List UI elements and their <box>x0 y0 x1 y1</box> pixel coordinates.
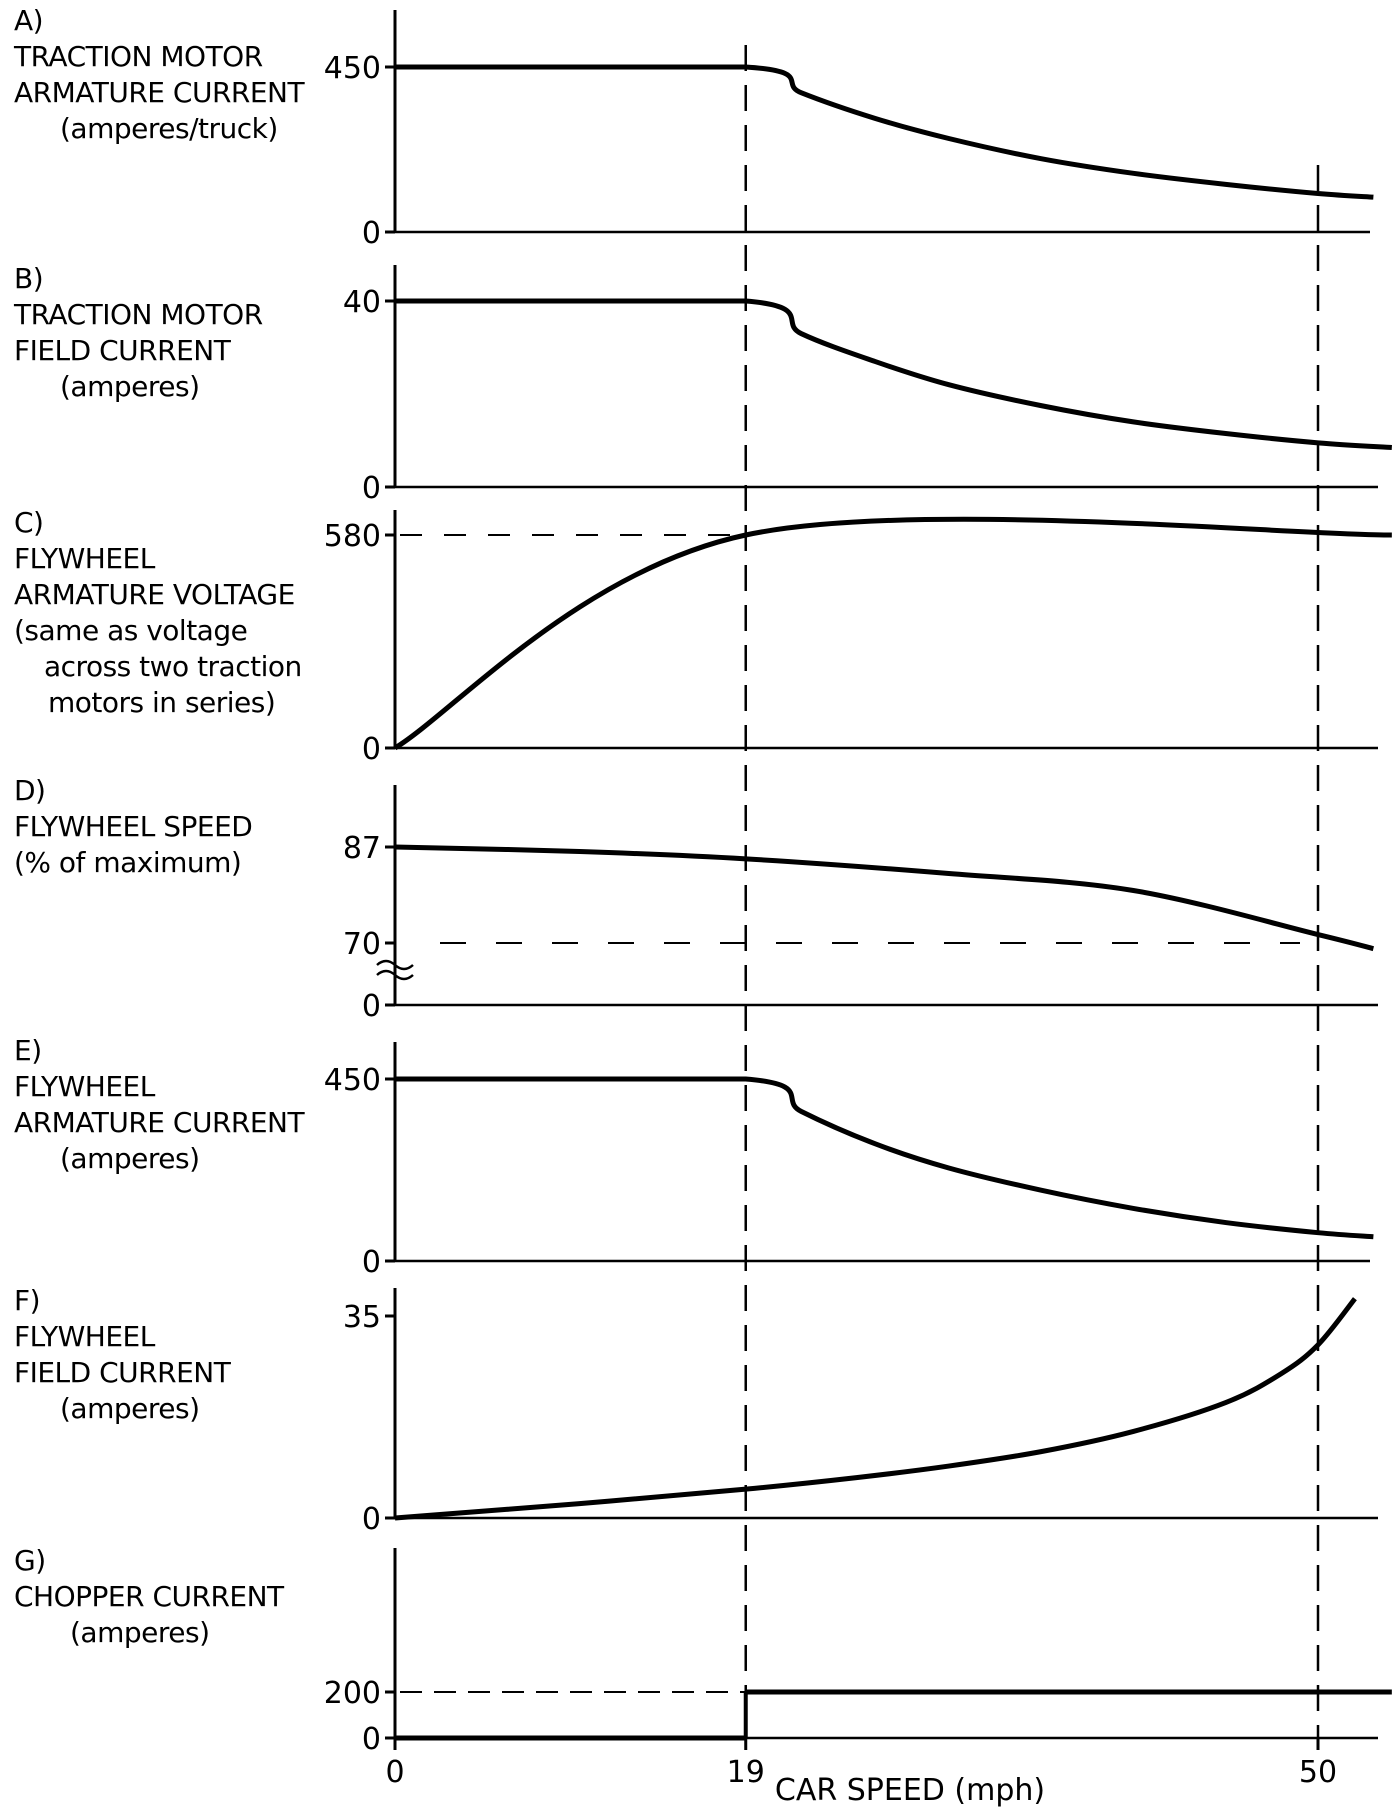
ylabel-line: FLYWHEEL <box>14 1320 156 1353</box>
x-axis: 0 19 50 CAR SPEED (mph) <box>385 1738 1337 1808</box>
ylabel-line: FLYWHEEL <box>14 1070 156 1103</box>
panel-letter: B) <box>14 262 43 295</box>
ylabel-line: TRACTION MOTOR <box>13 298 263 331</box>
ylabel-line: (amperes/truck) <box>60 112 278 145</box>
ylabel-line: CHOPPER CURRENT <box>14 1580 285 1613</box>
y-tick-label: 0 <box>362 1245 381 1280</box>
ylabel-line: (amperes) <box>60 1392 200 1425</box>
series-line <box>395 64 1374 200</box>
axis-break-icon <box>376 959 414 981</box>
ylabel-line: FIELD CURRENT <box>14 1356 232 1389</box>
panel-g: G)CHOPPER CURRENT(amperes) 0 200 <box>14 1544 1392 1757</box>
ylabel-line: FIELD CURRENT <box>14 334 232 367</box>
panel-letter: E) <box>14 1034 42 1067</box>
series-line <box>395 1076 1374 1240</box>
ylabel-line: (amperes) <box>60 1142 200 1175</box>
y-tick-label: 0 <box>362 1722 381 1757</box>
x-tick-label: 19 <box>727 1755 765 1790</box>
ylabel-line: ARMATURE CURRENT <box>14 76 305 109</box>
series-line <box>393 516 1392 751</box>
y-tick-label: 0 <box>362 989 381 1024</box>
ylabel-line: FLYWHEEL <box>14 542 156 575</box>
x-axis-label: CAR SPEED (mph) <box>775 1773 1045 1808</box>
y-tick-label: 0 <box>362 732 381 767</box>
y-tick-label: 0 <box>362 216 381 251</box>
series-line <box>395 298 1392 450</box>
y-tick-label: 40 <box>343 285 381 320</box>
ylabel-line: (% of maximum) <box>14 846 241 879</box>
y-tick-label: 580 <box>324 519 381 554</box>
y-tick-label: 0 <box>362 471 381 506</box>
panel-letter: C) <box>14 506 43 539</box>
y-tick-label: 450 <box>324 1063 381 1098</box>
ylabel-line: TRACTION MOTOR <box>13 40 263 73</box>
y-tick-label: 70 <box>343 927 381 962</box>
y-tick-label: 0 <box>362 1502 381 1537</box>
ylabel-line: ARMATURE CURRENT <box>14 1106 305 1139</box>
ylabel-line: motors in series) <box>48 686 275 719</box>
y-tick-label: 35 <box>343 1300 381 1335</box>
x-tick-label: 0 <box>385 1755 404 1790</box>
ylabel-line: (amperes) <box>70 1616 210 1649</box>
panel-letter: D) <box>14 774 45 807</box>
ylabel-line: (same as voltage <box>14 614 247 647</box>
y-tick-label: 450 <box>324 51 381 86</box>
panel-letter: A) <box>14 4 43 37</box>
panel-letter: G) <box>14 1544 46 1577</box>
ylabel-line: across two traction <box>44 650 302 683</box>
y-tick-label: 87 <box>343 831 381 866</box>
ylabel-line: ARMATURE VOLTAGE <box>14 578 295 611</box>
ylabel-line: (amperes) <box>60 370 200 403</box>
ylabel-line: FLYWHEEL SPEED <box>14 810 252 843</box>
series-line <box>394 844 1374 952</box>
speed-markers <box>744 45 1320 1745</box>
x-tick-label: 50 <box>1299 1755 1337 1790</box>
panel-d: D)FLYWHEEL SPEED(% of maximum) 70 87 0 <box>14 774 1378 1024</box>
panel-letter: F) <box>14 1284 40 1317</box>
y-tick-label: 200 <box>324 1676 381 1711</box>
series-line <box>394 1297 1357 1521</box>
